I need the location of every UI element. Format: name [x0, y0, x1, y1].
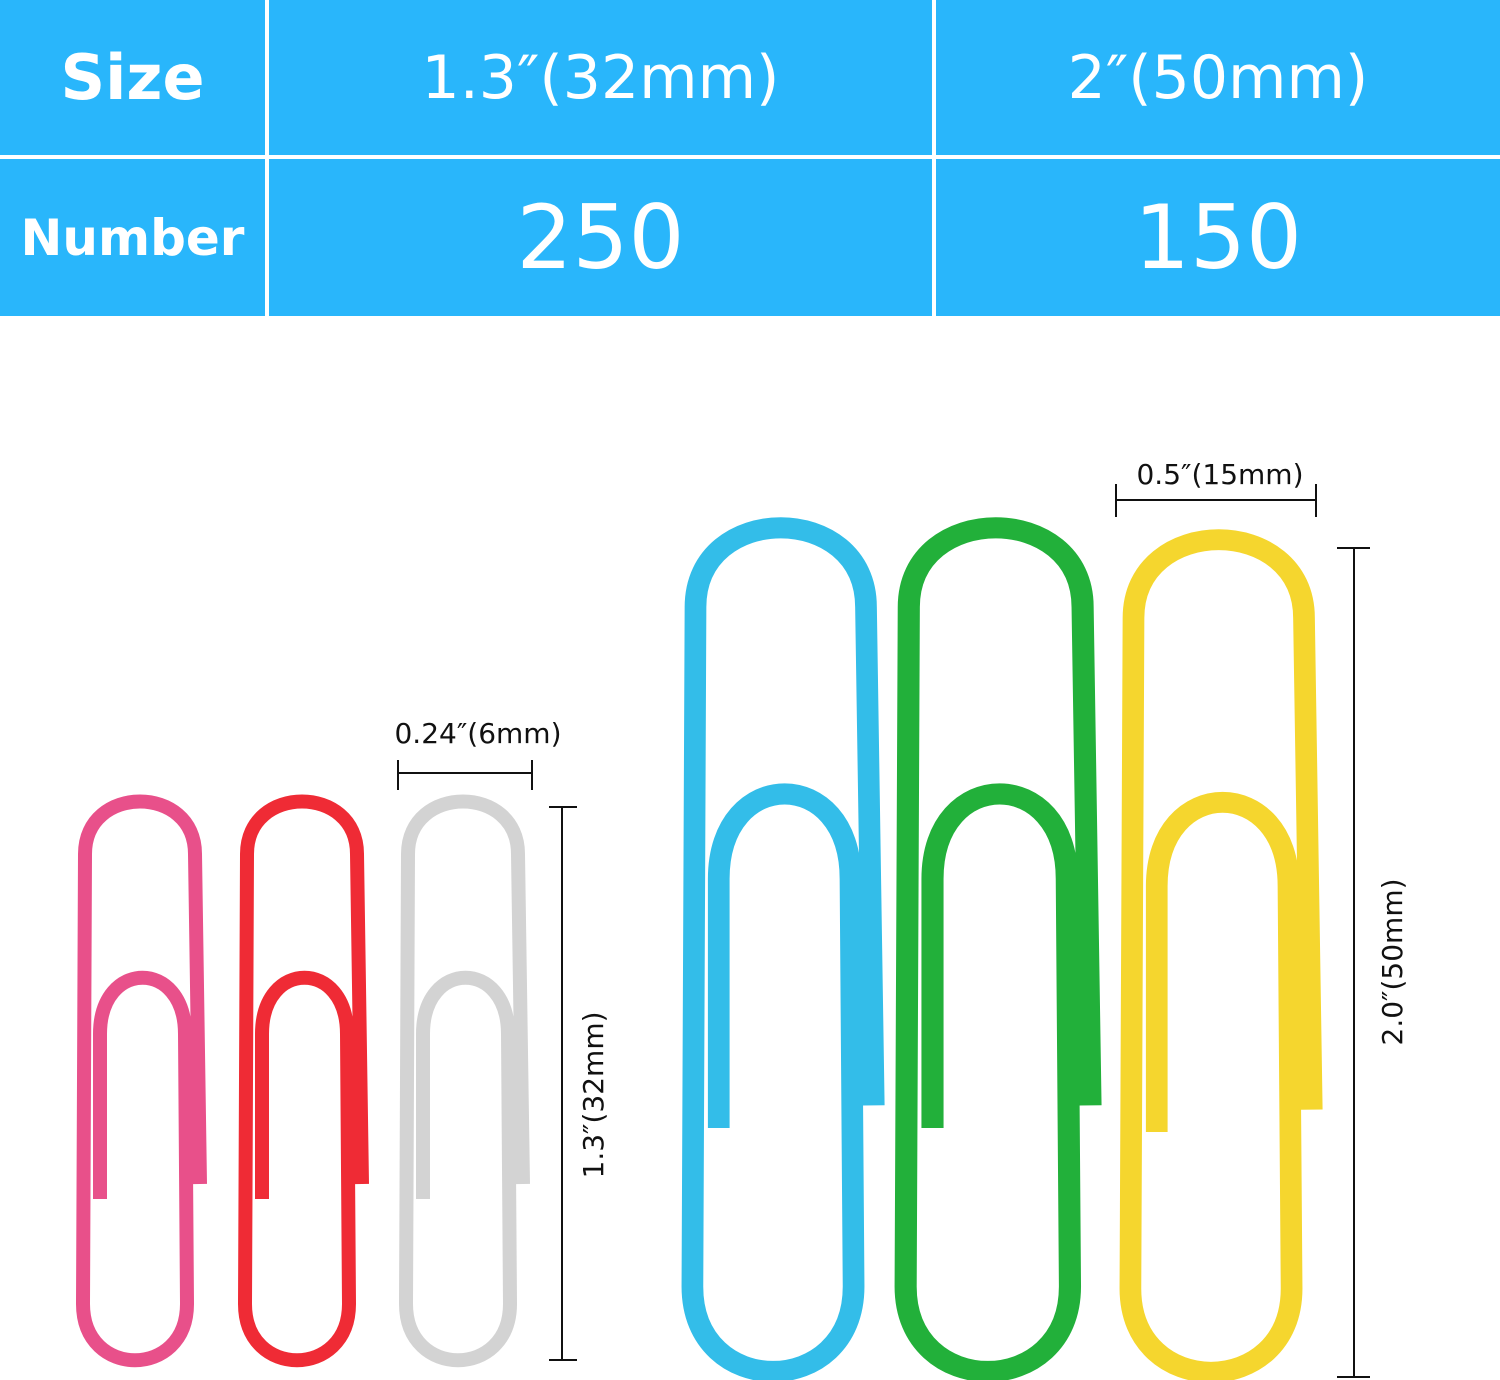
blue-paperclip — [681, 517, 885, 1380]
pink-paperclip — [76, 794, 207, 1368]
red-paperclip — [238, 794, 369, 1368]
number-header: Number — [0, 159, 265, 316]
gray-paperclip — [399, 794, 530, 1368]
large-length-label: 2.0″(50mm) — [1376, 878, 1409, 1045]
dimension-lines — [397, 484, 1370, 1378]
number-large-value: 150 — [936, 159, 1500, 316]
size-small-value: 1.3″(32mm) — [269, 0, 932, 155]
number-small-value: 250 — [269, 159, 932, 316]
yellow-paperclip — [1119, 529, 1323, 1380]
green-paperclip — [894, 517, 1102, 1380]
size-header: Size — [0, 0, 265, 155]
small-length-label: 1.3″(32mm) — [577, 1011, 610, 1178]
large-width-label: 0.5″(15mm) — [1136, 458, 1303, 491]
small-width-label: 0.24″(6mm) — [394, 717, 561, 750]
size-large-value: 2″(50mm) — [936, 0, 1500, 155]
